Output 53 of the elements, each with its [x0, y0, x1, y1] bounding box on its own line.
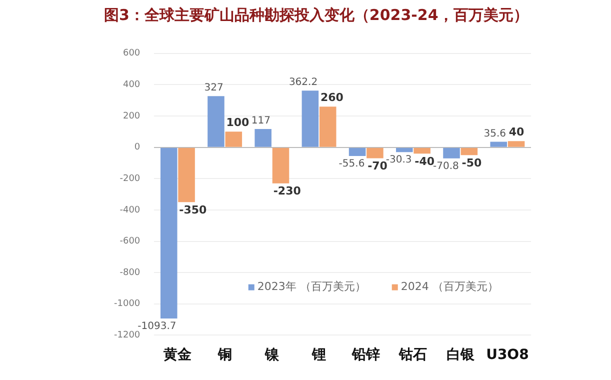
y-tick-label: 200 — [122, 111, 140, 122]
bar — [508, 141, 525, 147]
y-tick-label: -200 — [120, 174, 140, 184]
legend-label: 2023年 （百万美元） — [257, 280, 366, 294]
data-label: 35.6 — [484, 128, 506, 140]
data-label: 100 — [226, 116, 250, 130]
bar — [272, 148, 290, 184]
y-tick-label: -1200 — [114, 330, 140, 341]
data-label: -55.6 — [338, 158, 365, 170]
data-label: -70.8 — [433, 161, 459, 172]
x-tick-label: U3O8 — [486, 347, 529, 364]
data-label: -1093.7 — [138, 321, 176, 332]
y-tick-label: 0 — [134, 142, 140, 153]
legend-label: 2024 （百万美元） — [400, 280, 498, 294]
bar — [254, 129, 272, 147]
y-tick-label: 600 — [122, 48, 140, 59]
x-tick-label: 白银 — [446, 347, 476, 364]
data-label: -70 — [368, 160, 388, 173]
bar — [160, 148, 178, 319]
y-tick-label: -1000 — [114, 299, 140, 310]
x-tick-label: 锂 — [311, 347, 326, 364]
data-label: -40 — [414, 154, 435, 168]
bar — [414, 148, 430, 154]
x-tick-label: 黄金 — [162, 347, 193, 364]
data-label: -350 — [179, 203, 208, 216]
bar — [302, 90, 319, 147]
y-tick-label: -600 — [120, 236, 140, 247]
x-tick-label: 钴石 — [398, 347, 428, 364]
bar — [366, 148, 384, 158]
bar — [348, 148, 366, 156]
data-label: -230 — [273, 184, 302, 198]
bar — [178, 148, 195, 202]
data-label: -30.3 — [386, 154, 412, 166]
bar — [490, 142, 508, 147]
bar — [460, 148, 478, 156]
bar — [208, 96, 224, 147]
data-label: 327 — [204, 82, 224, 94]
data-label: 260 — [320, 90, 344, 104]
y-tick-label: -400 — [120, 205, 140, 216]
bar — [443, 148, 460, 158]
bar — [396, 148, 413, 152]
bar — [319, 106, 336, 147]
y-tick-label: -800 — [120, 268, 140, 278]
bar — [225, 132, 242, 147]
data-label: 362.2 — [288, 77, 318, 88]
data-label: -50 — [462, 156, 482, 170]
x-tick-label: 镍 — [264, 347, 280, 364]
y-tick-label: 400 — [122, 80, 140, 90]
data-label: 117 — [251, 116, 270, 127]
data-label: 40 — [508, 125, 525, 138]
x-tick-label: 铜 — [216, 347, 232, 364]
x-tick-label: 铅锌 — [351, 347, 380, 364]
chart-title: 图3：全球主要矿山品种勘探投入变化（2023-24，百万美元） — [104, 6, 528, 25]
